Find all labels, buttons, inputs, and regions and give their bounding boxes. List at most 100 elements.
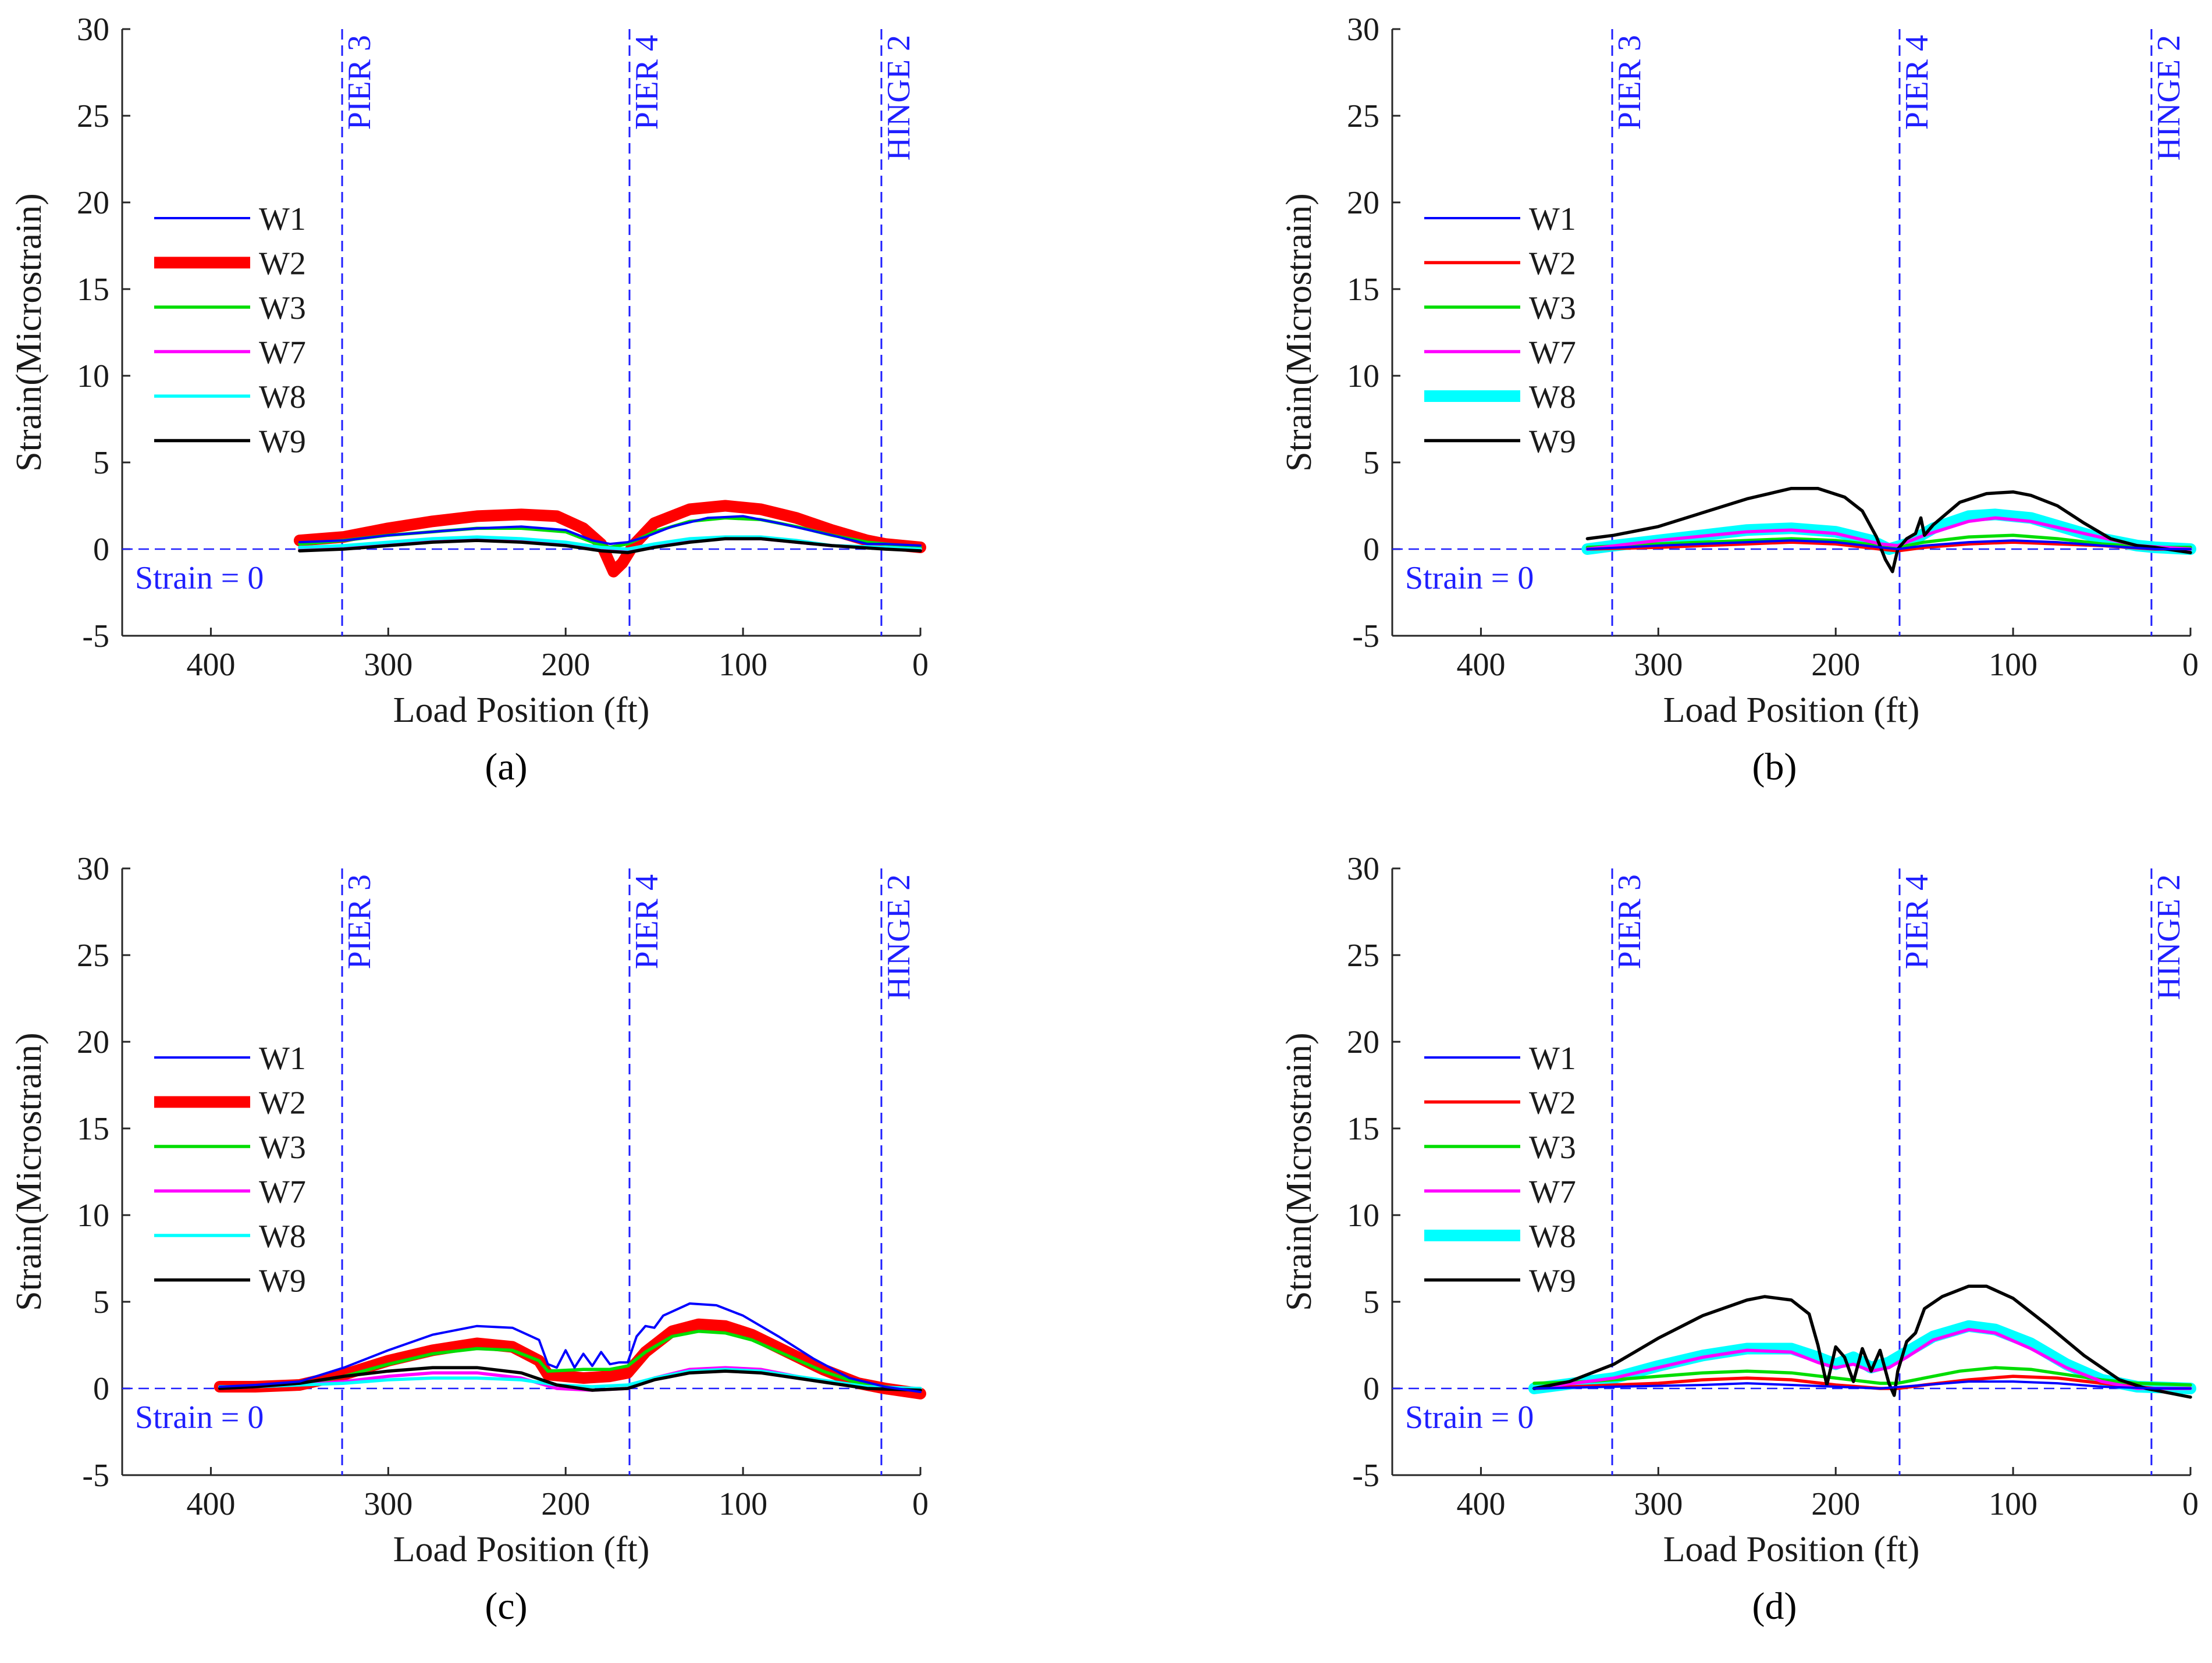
marker-label: PIER 3 [1612, 35, 1648, 130]
panel-b: -5 0 5 10 15 20 25 30 400 300 200 100 0 Load Position… [1279, 12, 2199, 788]
y-tick-label: 25 [77, 98, 109, 134]
series-line-w9 [1532, 1284, 2192, 1399]
y-tick-label: 10 [1347, 1198, 1379, 1234]
y-tick-label: 15 [77, 272, 109, 308]
legend-label-w2: W2 [1529, 1085, 1576, 1121]
y-tick-label: 10 [1347, 358, 1379, 394]
x-tick-label: 100 [719, 647, 767, 683]
y-tick-label: -5 [1352, 618, 1379, 654]
legend-label-w3: W3 [259, 1130, 306, 1166]
y-tick-label: 0 [93, 532, 109, 568]
legend-label-w3: W3 [259, 290, 306, 326]
series-line-w7 [1585, 516, 2192, 551]
x-axis-label: Load Position (ft) [1663, 1530, 1920, 1569]
x-axis-label: Load Position (ft) [393, 690, 650, 730]
x-axis-label: Load Position (ft) [393, 1530, 650, 1569]
marker-label: HINGE 2 [2151, 874, 2187, 1000]
y-tick-label: 25 [1347, 98, 1379, 134]
panel-c: -5 0 5 10 15 20 25 30 400 300 200 100 0 Load Position… [9, 851, 929, 1628]
x-tick-label: 400 [1456, 1486, 1505, 1522]
legend-label-w8: W8 [1529, 379, 1576, 415]
legend-label-w9: W9 [1529, 424, 1576, 460]
x-tick-label: 200 [1811, 647, 1860, 683]
y-tick-label: -5 [1352, 1458, 1379, 1494]
series-line-w9 [1585, 486, 2192, 574]
marker-label: PIER 3 [342, 874, 378, 969]
y-tick-label: 30 [1347, 851, 1379, 887]
x-tick-label: 0 [912, 1486, 929, 1522]
x-tick-label: 100 [719, 1486, 767, 1522]
y-tick-label: 15 [1347, 272, 1379, 308]
legend-label-w7: W7 [1529, 335, 1576, 371]
x-tick-label: 200 [541, 1486, 590, 1522]
zero-label: Strain = 0 [1405, 560, 1534, 596]
series-line-w3 [218, 1329, 922, 1392]
y-tick-label: 15 [1347, 1111, 1379, 1147]
x-tick-label: 0 [2182, 1486, 2199, 1522]
legend-label-w2: W2 [259, 246, 306, 282]
legend-label-w8: W8 [1529, 1219, 1576, 1255]
x-tick-label: 400 [186, 647, 235, 683]
legend-label-w7: W7 [1529, 1174, 1576, 1210]
marker-label: HINGE 2 [2151, 35, 2187, 161]
x-tick-label: 100 [1989, 647, 2037, 683]
legend-label-w2: W2 [1529, 246, 1576, 282]
series-line-w7 [1532, 1327, 2192, 1390]
y-tick-label: 30 [77, 851, 109, 887]
legend-label-w7: W7 [259, 335, 306, 371]
y-axis-label: Strain(Microstrain) [1279, 1032, 1319, 1311]
y-tick-label: 25 [77, 938, 109, 974]
legend-label-w3: W3 [1529, 290, 1576, 326]
y-tick-label: 0 [93, 1371, 109, 1407]
x-tick-label: 300 [1634, 1486, 1683, 1522]
panel-label: (c) [485, 1585, 527, 1628]
legend-label-w1: W1 [1529, 201, 1576, 237]
y-tick-label: 10 [77, 358, 109, 394]
y-tick-label: 0 [1363, 1371, 1379, 1407]
y-tick-label: 5 [1363, 1284, 1379, 1320]
series-line-w1 [298, 515, 922, 547]
x-tick-label: 0 [2182, 647, 2199, 683]
panel-d: -5 0 5 10 15 20 25 30 400 300 200 100 0 Load Position… [1279, 851, 2199, 1628]
y-axis-label: Strain(Microstrain) [1279, 193, 1319, 472]
legend-label-w8: W8 [259, 1219, 306, 1255]
panel-label: (b) [1752, 746, 1797, 788]
y-tick-label: 30 [1347, 12, 1379, 48]
y-tick-label: 20 [77, 1024, 109, 1060]
series-line-w8 [1528, 1320, 2196, 1394]
panel-label: (a) [485, 746, 527, 788]
series-line-w1 [1586, 539, 2192, 550]
legend-label-w3: W3 [1529, 1130, 1576, 1166]
marker-label: PIER 4 [1899, 35, 1935, 130]
series-line-w1 [1532, 1380, 2192, 1390]
x-tick-label: 200 [541, 647, 590, 683]
series-line-w2 [214, 1318, 926, 1400]
y-tick-label: 20 [1347, 1024, 1379, 1060]
x-tick-label: 300 [364, 1486, 412, 1522]
y-axis-label: Strain(Microstrain) [9, 193, 49, 472]
y-tick-label: -5 [82, 618, 109, 654]
y-tick-label: 5 [1363, 445, 1379, 481]
y-tick-label: 15 [77, 1111, 109, 1147]
marker-label: PIER 3 [342, 35, 378, 130]
x-tick-label: 300 [1634, 647, 1683, 683]
y-axis-label: Strain(Microstrain) [9, 1032, 49, 1311]
series-line-w3 [1585, 533, 2192, 549]
panel-label: (d) [1752, 1585, 1797, 1628]
legend-label-w9: W9 [259, 424, 306, 460]
legend-label-w7: W7 [259, 1174, 306, 1210]
y-tick-label: 5 [93, 445, 109, 481]
panel-a: -5 0 5 10 15 20 25 30 400 300 200 100 0 Load Position… [9, 12, 929, 788]
series-line-w9 [218, 1366, 922, 1392]
marker-label: PIER 3 [1612, 874, 1648, 969]
y-tick-label: -5 [82, 1458, 109, 1494]
y-tick-label: 10 [77, 1198, 109, 1234]
y-tick-label: 0 [1363, 532, 1379, 568]
legend-label-w8: W8 [259, 379, 306, 415]
y-tick-label: 5 [93, 1284, 109, 1320]
x-axis-label: Load Position (ft) [1663, 690, 1920, 730]
marker-label: PIER 4 [1899, 874, 1935, 969]
marker-label: PIER 4 [629, 35, 665, 130]
y-tick-label: 30 [77, 12, 109, 48]
zero-label: Strain = 0 [135, 1400, 264, 1436]
